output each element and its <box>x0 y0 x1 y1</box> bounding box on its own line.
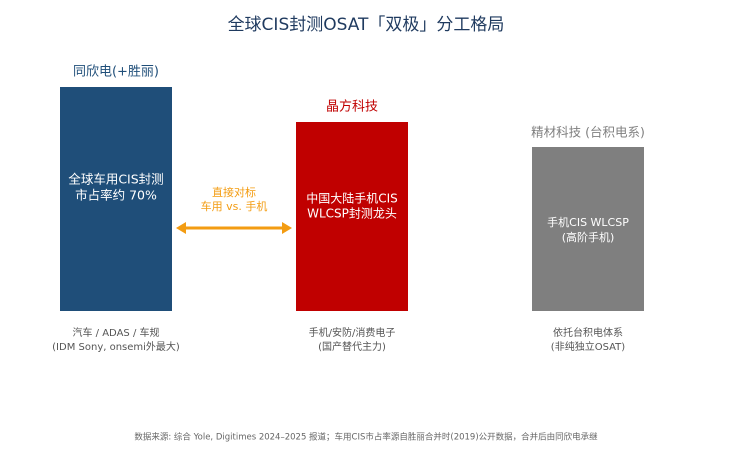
comparison-label: 车用 vs. 手机 <box>201 199 268 213</box>
box-text: 市占率约 70% <box>75 188 157 203</box>
double-arrow <box>176 222 292 234</box>
caption: (IDM Sony, onsemi外最大) <box>52 340 180 353</box>
footnote: 数据来源: 综合 Yole, Digitimes 2024–2025 报道；车用… <box>134 432 598 443</box>
box-text: (高阶手机) <box>562 230 615 244</box>
column-name: 晶方科技 <box>326 99 378 115</box>
box <box>296 122 408 311</box>
comparison-label: 直接对标 <box>212 185 256 199</box>
caption: 手机/安防/消费电子 <box>309 326 396 339</box>
title: 全球CIS封测OSAT「双极」分工格局 <box>228 15 505 35</box>
column-name: 同欣电(+胜丽) <box>73 65 159 80</box>
caption: 汽车 / ADAS / 车规 <box>72 326 159 339</box>
box <box>60 87 172 311</box>
box-text: 手机CIS WLCSP <box>547 215 629 229</box>
box-text: 全球车用CIS封测 <box>68 172 163 187</box>
column-name: 精材科技 (台积电系) <box>531 125 645 140</box>
caption: (非纯独立OSAT) <box>551 340 625 353</box>
box-text: WLCSP封测龙头 <box>307 207 397 221</box>
box-text: 中国大陆手机CIS <box>306 191 398 206</box>
caption: (国产替代主力) <box>318 340 386 353</box>
caption: 依托台积电体系 <box>553 326 623 339</box>
box <box>532 147 644 311</box>
